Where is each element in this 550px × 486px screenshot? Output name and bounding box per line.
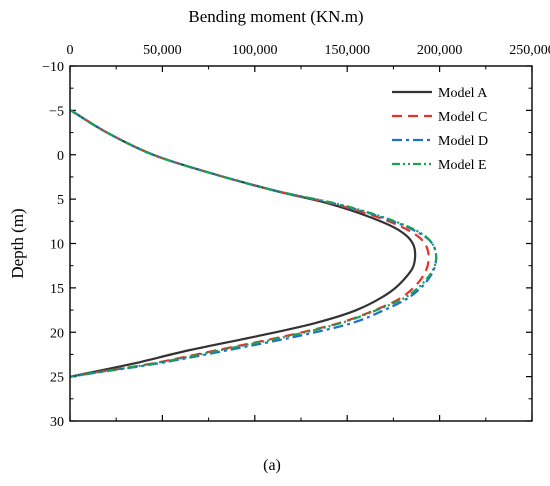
y-tick-label: 25 — [50, 371, 64, 386]
x-tick-label: 0 — [67, 43, 74, 58]
y-axis-title: Depth (m) — [8, 208, 27, 278]
y-tick-label: 20 — [50, 326, 64, 341]
y-tick-label: 10 — [50, 238, 64, 253]
y-tick-label: 5 — [57, 193, 64, 208]
y-tick-label: 15 — [50, 282, 64, 297]
x-axis-title: Bending moment (KN.m) — [188, 7, 363, 26]
y-tick-label: −10 — [42, 60, 64, 75]
plot-area: 0 50,000 100,000 150,000 200,000 250,000 −10 −5… — [8, 7, 550, 474]
legend-label: Model A — [438, 86, 488, 101]
series-line-model-e — [70, 109, 438, 378]
figure-caption: (a) — [263, 457, 281, 474]
series-group — [70, 109, 438, 378]
y-tick-label: −5 — [49, 104, 64, 119]
x-tick-label: 200,000 — [417, 43, 463, 58]
series-line-model-a — [70, 109, 417, 378]
y-tick-label: 30 — [50, 415, 64, 430]
legend-label: Model C — [438, 110, 487, 125]
x-tick-label: 100,000 — [232, 43, 278, 58]
y-tick-label: 0 — [57, 149, 64, 164]
legend-label: Model D — [438, 134, 488, 149]
x-tick-label: 150,000 — [324, 43, 370, 58]
x-tick-label: 50,000 — [143, 43, 182, 58]
x-tick-label: 250,000 — [509, 43, 550, 58]
legend-label: Model E — [438, 158, 487, 173]
